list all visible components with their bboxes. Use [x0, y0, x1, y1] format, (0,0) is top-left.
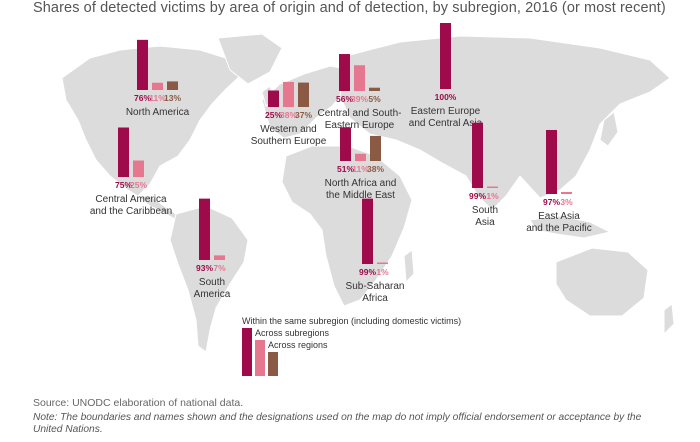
value-label-east-asia-and-the-pacific-1: 97%	[543, 197, 560, 207]
bar-south-asia-2	[487, 186, 498, 188]
bar-western-and-southern-europe-3	[298, 82, 309, 107]
land-south-america	[169, 205, 249, 353]
bar-north-america-1	[137, 39, 148, 90]
bar-east-asia-and-the-pacific-2	[561, 192, 572, 194]
group-central-and-south-eastern-europe: 56%39% 5% Central and South-Eastern Europe	[318, 54, 402, 131]
bar-south-america-2	[214, 255, 225, 260]
region-name-sub-saharan-africa-1: Sub-Saharan	[346, 281, 405, 292]
region-name-western-and-southern-europe-2: Southern Europe	[251, 136, 327, 147]
bar-western-and-southern-europe-1	[268, 90, 279, 107]
value-label-central-and-south-eastern-europe-2: 39%	[351, 94, 368, 104]
group-north-america: 76%11%13% North America	[126, 39, 190, 118]
legend-label-1: Within the same subregion (including dom…	[242, 316, 461, 326]
value-label-south-america-1: 93%	[196, 263, 213, 273]
value-label-eastern-europe-and-central-asia-1: 100%	[435, 92, 457, 102]
bar-north-america-2	[152, 82, 163, 90]
value-label-central-and-south-eastern-europe-3: 5%	[368, 94, 381, 104]
bar-central-and-south-eastern-europe-1	[339, 54, 350, 91]
region-name-south-asia-1: South	[472, 205, 498, 216]
region-name-south-america-2: America	[194, 289, 231, 300]
region-name-north-america-1: North America	[126, 107, 190, 118]
legend-swatch-3	[268, 352, 278, 376]
legend-swatch-1	[242, 328, 252, 376]
region-name-western-and-southern-europe-1: Western and	[260, 124, 317, 135]
bar-east-asia-and-the-pacific-1	[546, 129, 557, 194]
region-name-central-and-south-eastern-europe-2: Eastern Europe	[325, 120, 395, 131]
value-label-western-and-southern-europe-2: 38%	[280, 110, 297, 120]
value-label-north-africa-and-the-middle-east-3: 38%	[367, 164, 384, 174]
value-label-south-asia-2: 1%	[486, 191, 499, 201]
land-new-zealand	[663, 303, 675, 336]
bar-north-america-3	[167, 81, 178, 90]
bar-central-america-and-the-caribbean-2	[133, 160, 144, 177]
bar-eastern-europe-and-central-asia-1	[440, 23, 451, 89]
value-label-south-america-2: 7%	[213, 263, 226, 273]
land-indonesia	[529, 215, 612, 239]
value-label-sub-saharan-africa-1: 99%	[359, 267, 376, 277]
bar-north-africa-and-the-middle-east-2	[355, 153, 366, 161]
bar-north-africa-and-the-middle-east-1	[340, 127, 351, 161]
source-text: Source: UNODC elaboration of national da…	[33, 397, 244, 409]
legend-swatch-2	[255, 340, 265, 376]
region-name-sub-saharan-africa-2: Africa	[362, 293, 388, 304]
region-name-north-africa-and-the-middle-east-1: North Africa and	[325, 178, 397, 189]
chart-title: Shares of detected victims by area of or…	[33, 0, 666, 16]
value-label-western-and-southern-europe-1: 25%	[265, 110, 282, 120]
legend: Within the same subregion (including dom…	[242, 316, 461, 376]
region-name-eastern-europe-and-central-asia-2: and Central Asia	[409, 118, 483, 129]
bar-western-and-southern-europe-2	[283, 81, 294, 107]
bar-sub-saharan-africa-1	[362, 198, 373, 264]
region-name-south-america-1: South	[199, 277, 225, 288]
land-greenland	[217, 33, 283, 85]
bar-south-america-1	[199, 198, 210, 260]
bar-central-and-south-eastern-europe-3	[369, 87, 380, 91]
legend-label-2: Across subregions	[255, 328, 330, 338]
bar-central-america-and-the-caribbean-1	[118, 127, 129, 177]
land-australia	[555, 247, 649, 317]
value-label-western-and-southern-europe-3: 37%	[295, 110, 312, 120]
value-label-east-asia-and-the-pacific-2: 3%	[560, 197, 573, 207]
region-name-central-and-south-eastern-europe-1: Central and South-	[318, 108, 402, 119]
region-name-central-america-and-the-caribbean-1: Central America	[95, 194, 167, 205]
value-label-north-america-2: 11%	[149, 93, 166, 103]
land-madagascar	[403, 249, 415, 284]
region-name-south-asia-2: Asia	[475, 217, 495, 228]
bar-sub-saharan-africa-2	[377, 262, 388, 264]
region-name-north-africa-and-the-middle-east-2: the Middle East	[326, 190, 395, 201]
region-name-central-america-and-the-caribbean-2: and the Caribbean	[90, 206, 172, 217]
value-label-central-america-and-the-caribbean-2: 25%	[130, 180, 147, 190]
note-text: Note: The boundaries and names shown and…	[33, 412, 642, 435]
value-label-central-and-south-eastern-europe-1: 56%	[336, 94, 353, 104]
value-label-north-america-3: 13%	[164, 93, 181, 103]
value-label-sub-saharan-africa-2: 1%	[376, 267, 389, 277]
value-label-north-america-1: 76%	[134, 93, 151, 103]
bar-central-and-south-eastern-europe-2	[354, 65, 365, 91]
legend-label-3: Across regions	[268, 340, 328, 350]
region-name-east-asia-and-the-pacific-2: and the Pacific	[526, 223, 592, 234]
region-name-eastern-europe-and-central-asia-1: Eastern Europe	[411, 106, 481, 117]
land-japan	[599, 111, 619, 147]
value-label-north-africa-and-the-middle-east-2: 11%	[352, 164, 369, 174]
land-north-america	[61, 45, 241, 197]
value-label-north-africa-and-the-middle-east-1: 51%	[337, 164, 354, 174]
bar-south-asia-1	[472, 122, 483, 188]
value-label-central-america-and-the-caribbean-1: 75%	[115, 180, 132, 190]
bar-north-africa-and-the-middle-east-3	[370, 135, 381, 161]
value-label-south-asia-1: 99%	[469, 191, 486, 201]
region-name-east-asia-and-the-pacific-1: East Asia	[538, 211, 580, 222]
